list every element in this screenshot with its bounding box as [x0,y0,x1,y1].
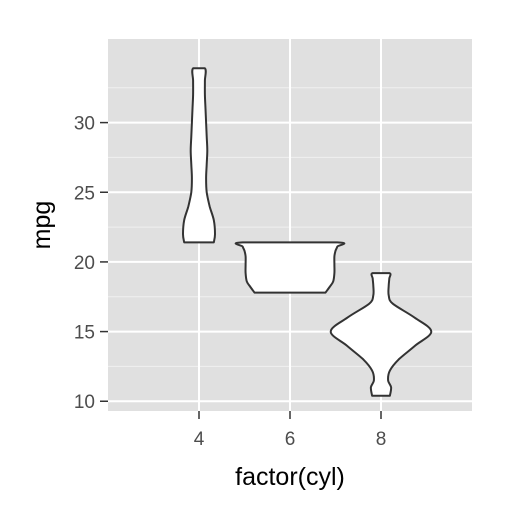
violin-6-cyl [234,241,346,294]
x-tick-label: 4 [194,429,205,450]
x-axis-title: factor(cyl) [235,463,345,491]
y-axis: 10 15 20 25 30 [74,114,108,413]
y-tick-label: 15 [74,323,95,344]
y-axis-title: mpg [28,201,56,250]
y-tick-label: 25 [74,183,95,204]
x-axis: 4 6 8 [194,411,387,450]
y-tick-label: 20 [74,253,95,274]
violin-8-cyl [329,272,433,397]
violins [182,67,433,397]
y-tick-label: 30 [74,114,95,135]
x-tick-label: 8 [376,429,387,450]
violin-4-cyl [182,67,216,244]
y-tick-label: 10 [74,392,95,413]
x-tick-label: 6 [285,429,296,450]
